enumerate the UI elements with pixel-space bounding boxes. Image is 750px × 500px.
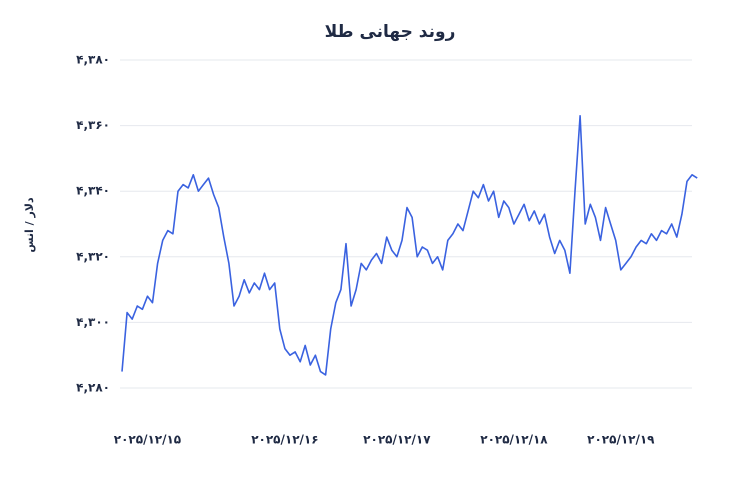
y-tick-label: ۴,۳۶۰ bbox=[76, 118, 110, 132]
y-tick-label: ۴,۳۸۰ bbox=[76, 53, 110, 67]
y-tick-label: ۴,۳۰۰ bbox=[76, 315, 110, 329]
y-tick-label: ۴,۳۴۰ bbox=[76, 184, 110, 198]
x-tick-label: ۲۰۲۵/۱۲/۱۶ bbox=[251, 433, 318, 447]
y-axis-label: دلار / انس bbox=[23, 197, 36, 253]
x-tick-label: ۲۰۲۵/۱۲/۱۹ bbox=[587, 433, 655, 447]
x-tick-label: ۲۰۲۵/۱۲/۱۷ bbox=[363, 433, 431, 447]
x-tick-label: ۲۰۲۵/۱۲/۱۸ bbox=[480, 433, 548, 447]
y-tick-label: ۴,۲۸۰ bbox=[76, 381, 110, 395]
y-tick-label: ۴,۳۲۰ bbox=[76, 249, 110, 263]
price-line bbox=[121, 115, 698, 376]
x-tick-label: ۲۰۲۵/۱۲/۱۵ bbox=[114, 433, 181, 447]
chart-title: روند جهانی طلا bbox=[325, 22, 456, 42]
